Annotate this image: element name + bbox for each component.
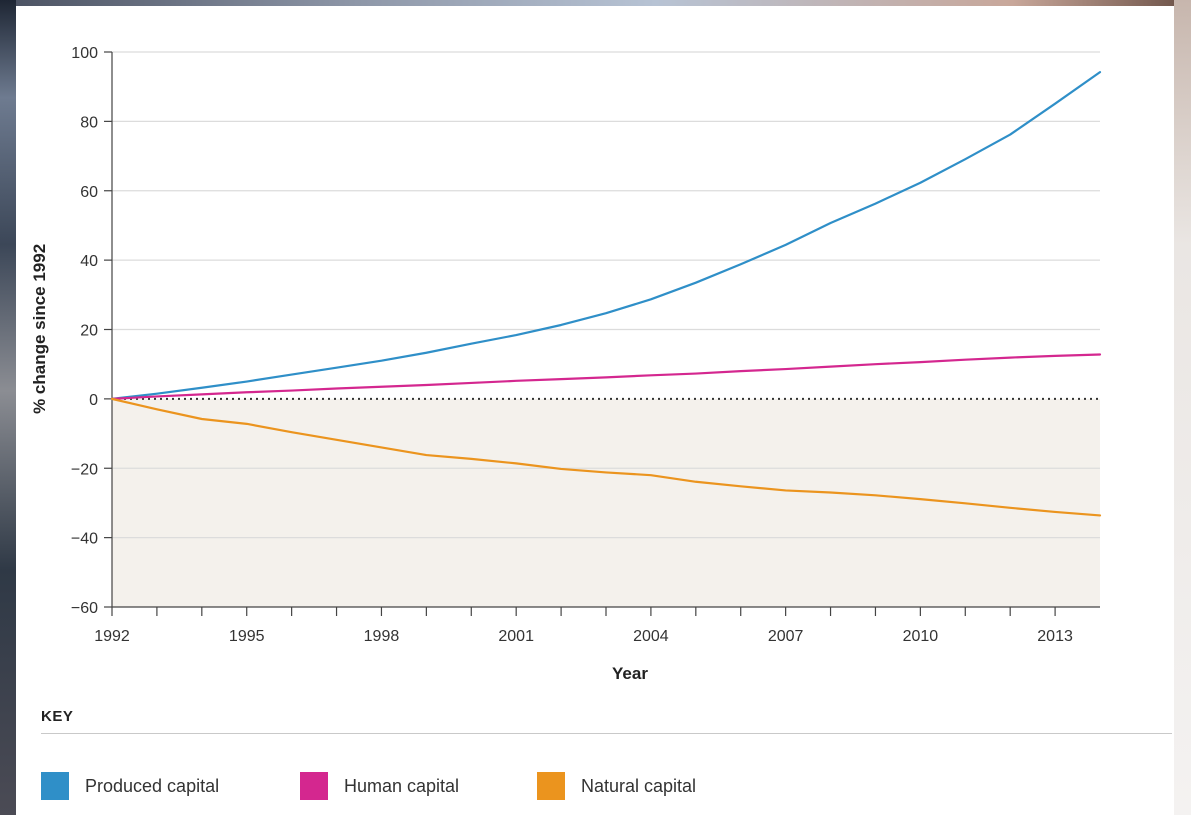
series-line-human-capital (110, 353, 1102, 400)
background-photo-top-edge (0, 0, 1191, 6)
x-tick-label: 2013 (1037, 628, 1073, 645)
legend-swatch-produced-capital (41, 772, 69, 800)
legend-swatch-natural-capital (537, 772, 565, 800)
legend-item-natural-capital: Natural capital (537, 772, 696, 800)
legend-label-human-capital: Human capital (344, 775, 460, 796)
negative-region-shading (112, 398, 1100, 607)
y-tick-label: 100 (71, 45, 98, 62)
y-tick-label: 20 (80, 323, 98, 340)
key-title: KEY (41, 708, 74, 725)
background-photo-right-edge (1174, 0, 1191, 815)
x-axis-label: Year (612, 664, 648, 683)
y-axis-label: % change since 1992 (30, 244, 49, 414)
background-photo-left-edge (0, 0, 16, 815)
series-line-produced-capital (110, 71, 1102, 400)
x-tick-label: 2010 (903, 628, 939, 645)
gridlines (112, 51, 1100, 539)
y-tick-label: 80 (80, 114, 98, 131)
x-tick-label: 2007 (768, 628, 804, 645)
x-tick-label: 2001 (498, 628, 534, 645)
y-tick-label: 0 (89, 392, 98, 409)
key-divider (41, 733, 1172, 734)
series-lines (110, 71, 1102, 517)
legend-swatch-human-capital (300, 772, 328, 800)
line-chart: 100 80 60 40 20 0 −20 −40 −60 1992 1995 1998 2001 20… (30, 45, 1102, 683)
y-tick-label: −60 (71, 600, 98, 617)
series-line-natural-capital (110, 397, 1102, 517)
y-tick-label: −20 (71, 461, 98, 478)
y-tick-label: 60 (80, 184, 98, 201)
legend-label-natural-capital: Natural capital (581, 775, 697, 796)
x-tick-label: 2004 (633, 628, 669, 645)
x-tick-label: 1998 (364, 628, 400, 645)
x-tick-label: 1995 (229, 628, 265, 645)
x-tick-label: 1992 (94, 628, 130, 645)
y-axis: 100 80 60 40 20 0 −20 −40 −60 (71, 45, 113, 617)
x-axis: 1992 1995 1998 2001 2004 2007 2010 2013 (94, 606, 1100, 645)
y-tick-label: −40 (71, 531, 98, 548)
legend-label-produced-capital: Produced capital (85, 775, 220, 796)
legend-item-human-capital: Human capital (300, 772, 459, 800)
legend-item-produced-capital: Produced capital (41, 772, 219, 800)
y-tick-label: 40 (80, 253, 98, 270)
